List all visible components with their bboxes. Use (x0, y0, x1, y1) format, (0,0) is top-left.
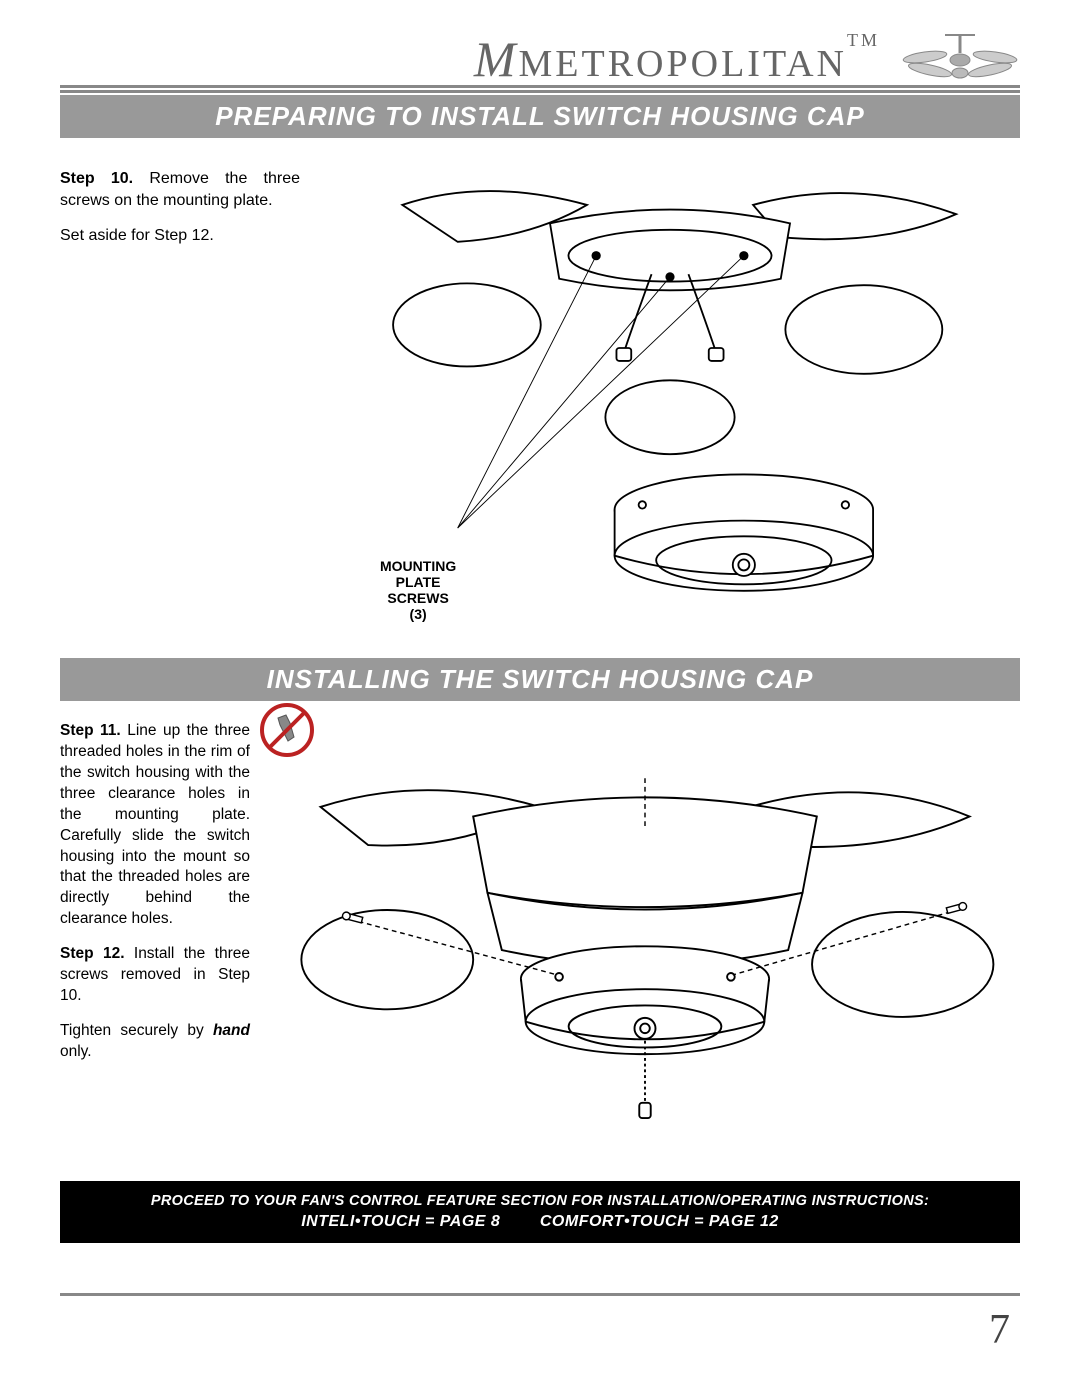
section2-body: Step 11. Line up the three threaded hole… (60, 701, 1020, 1141)
section2-title-bar: INSTALLING THE SWITCH HOUSING CAP (60, 658, 1020, 701)
step12-note: Tighten securely by hand only. (60, 1021, 250, 1063)
footer-comfort: COMFORT•TOUCH = PAGE 12 (540, 1213, 779, 1230)
section1-figure: MOUNTING PLATE SCREWS (3) (320, 168, 1020, 648)
step10-label: Step 10. (60, 170, 133, 187)
step12-label: Step 12. (60, 945, 125, 962)
section2-text-col: Step 11. Line up the three threaded hole… (60, 721, 250, 1141)
page-header: MMETROPOLITANTM document.querySelector('… (60, 30, 1020, 85)
step12-para: Step 12. Install the three screws remove… (60, 944, 250, 1007)
fig1-label-l1: MOUNTING (380, 558, 456, 574)
fig1-label: MOUNTING PLATE SCREWS (3) (380, 558, 456, 622)
fig1-label-l3: SCREWS (380, 590, 456, 606)
manual-page: MMETROPOLITANTM document.querySelector('… (0, 0, 1080, 1397)
footer-line1: PROCEED TO YOUR FAN'S CONTROL FEATURE SE… (74, 1193, 1006, 1209)
fig1-label-l4: (3) (380, 606, 456, 622)
step11-text: Line up the three threaded holes in the … (60, 722, 250, 927)
section1-text-col: Step 10. Remove the three screws on the … (60, 168, 300, 648)
brand-tm: TM (847, 30, 880, 50)
fan-icon (900, 25, 1020, 95)
step12-note-b: hand (213, 1022, 250, 1039)
page-number: 7 (60, 1306, 1020, 1354)
section1-title-bar: PREPARING TO INSTALL SWITCH HOUSING CAP (60, 95, 1020, 138)
section1-body: Step 10. Remove the three screws on the … (60, 138, 1020, 648)
bottom-rule (60, 1293, 1020, 1296)
step12-note-a: Tighten securely by (60, 1022, 213, 1039)
brand-name: METROPOLITAN (519, 43, 848, 85)
step11-para: Step 11. Line up the three threaded hole… (60, 721, 250, 930)
step12-note-c: only. (60, 1043, 92, 1060)
footer-line2: INTELI•TOUCH = PAGE 8 COMFORT•TOUCH = PA… (74, 1213, 1006, 1231)
section2-figure (270, 721, 1020, 1141)
footer-inteli: INTELI•TOUCH = PAGE 8 (301, 1213, 500, 1230)
figure2-svg (270, 721, 1020, 1141)
footer-instruction-box: PROCEED TO YOUR FAN'S CONTROL FEATURE SE… (60, 1181, 1020, 1243)
step10-note: Set aside for Step 12. (60, 225, 300, 247)
step11-label: Step 11. (60, 722, 121, 739)
step10-para: Step 10. Remove the three screws on the … (60, 168, 300, 211)
fig1-label-l2: PLATE (380, 574, 456, 590)
brand-title: MMETROPOLITANTM document.querySelector('… (474, 30, 880, 88)
